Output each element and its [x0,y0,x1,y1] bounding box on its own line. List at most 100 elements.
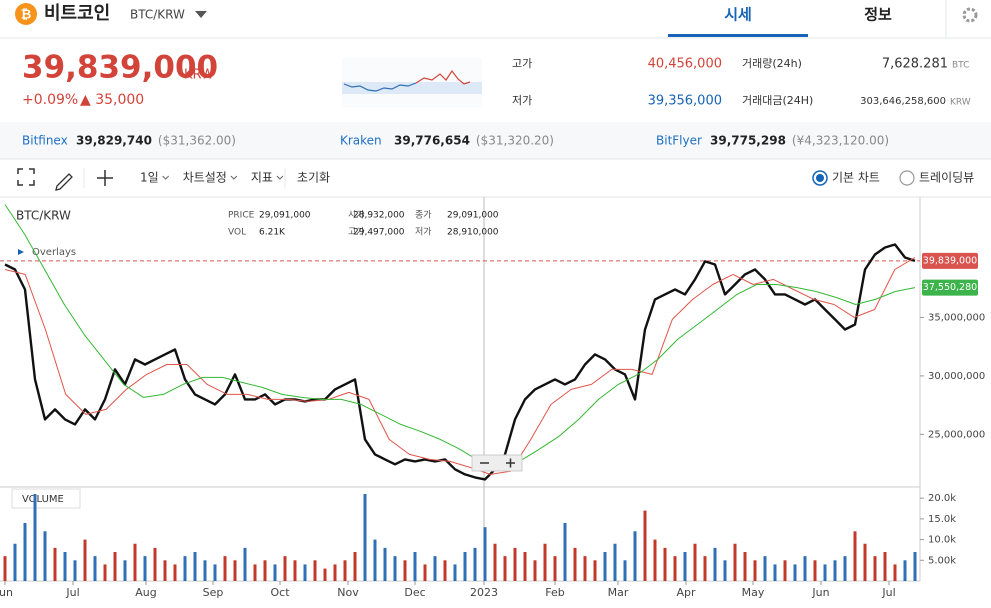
radio[interactable] [899,170,915,186]
exchange-name: Bitfinex [22,134,68,148]
volume-bar [353,552,357,581]
volume-bar [743,552,747,581]
volume-bar [583,556,587,581]
price-tag [922,252,978,269]
volume-bar [53,547,57,581]
settings-icon[interactable] [962,7,978,23]
stat-label: 저가 [512,94,532,107]
x-tick-label: Jun [811,586,829,599]
volume-bar [573,547,577,581]
stat-unit: BTC [952,61,969,71]
volume-bar [873,556,877,581]
stat-unit: KRW [950,98,971,108]
change: ▲ 35,000 [80,92,144,108]
volume-bar [383,547,387,581]
volume-bar [33,494,37,581]
stat-label: 거래대금(24H) [742,94,813,107]
info-value: 28,932,000 [353,211,405,221]
volume-bar [603,552,607,581]
dropdown-caret[interactable] [195,11,207,18]
volume-bar [703,556,707,581]
volume-bar [203,560,207,581]
radio-dot [816,174,824,182]
volume-bar [463,552,467,581]
radio[interactable] [812,170,828,186]
volume-bar [303,564,307,581]
coin-name: 비트코인 [44,3,110,24]
x-tick-label: Aug [135,586,156,599]
stat-label: 거래량(24h) [742,57,802,70]
stat-label: 고가 [512,57,532,70]
volume-bar [513,547,517,581]
stat-value: 39,356,000 [648,94,722,109]
info-value: 6.21K [259,228,286,238]
exchange-alt: ($31,362.00) [158,134,236,148]
tab[interactable]: 정보 [864,6,892,24]
overlay-toggle[interactable] [18,249,24,255]
volume-bar [323,568,327,581]
exchange-list: Bitfinex 39,829,740 ($31,362.00) Kraken 39,7… [22,134,889,148]
tab[interactable]: 시세 [724,6,752,24]
volume-bar [253,564,257,581]
price-line [4,243,916,481]
crosshair-icon[interactable] [97,170,113,186]
volume-bar [453,564,457,581]
volume-bar [103,564,107,581]
volume-bar [503,556,507,581]
volume-bar [823,564,827,581]
exchange-row [0,122,991,159]
volume-bar [833,560,837,581]
volume-bar [213,564,217,581]
symbol: BTC/KRW [16,209,71,223]
price-tag-label: 39,839,000 [923,255,977,266]
sparkline [343,82,417,92]
overlays[interactable]: Overlays [32,247,76,258]
fullscreen-icon[interactable] [17,168,35,186]
volume-bar [43,531,47,581]
exchange-alt: (¥4,323,120.00) [792,134,889,148]
volume-bar [723,560,727,581]
x-tick-label: Feb [545,586,564,599]
volume-bar [153,547,157,581]
mode[interactable]: 트레이딩뷰 [919,171,974,185]
exchange-price: 39,776,654 [394,134,470,148]
draw-icon[interactable] [55,173,73,191]
price-line [4,204,916,470]
volume-bar [403,560,407,581]
info-label: 고가 [348,227,365,238]
volume-bar [183,556,187,581]
volume-bar [633,531,637,581]
volume-bar [393,556,397,581]
zoom-icons[interactable] [480,458,515,468]
y-tick-label: 10.0k [928,535,956,546]
volume-bar [753,560,757,581]
info-label: 종가 [415,210,432,221]
price-unit: KRW [184,68,214,83]
zoom-control[interactable] [471,454,523,472]
volume-bar [143,556,147,581]
volume-bar [783,560,787,581]
volume-bar [763,556,767,581]
volume-bar [883,552,887,581]
stat-value: 7,628.281 [882,57,948,72]
volume-bar [113,552,117,581]
y-tick-label: 25,000,000 [928,429,985,440]
y-tick-label: 30,000,000 [928,371,985,382]
toolbar-button[interactable]: 초기화 [297,171,330,185]
toolbar-button[interactable]: 지표 [251,171,273,185]
volume-bar [483,527,487,581]
volume-bar [643,510,647,581]
volume-bar [713,547,717,581]
volume-bar [843,556,847,581]
volume-bar [3,556,7,581]
mode[interactable]: 기본 차트 [832,171,880,185]
price-tag [922,279,978,296]
toolbar-button[interactable]: 1일 [140,171,159,185]
volume-bar [13,543,17,581]
info-label: 저가 [415,227,432,238]
volume-bar [23,523,27,581]
x-tick-label: un [0,586,13,599]
toolbar-button[interactable]: 차트설정 [183,171,227,185]
